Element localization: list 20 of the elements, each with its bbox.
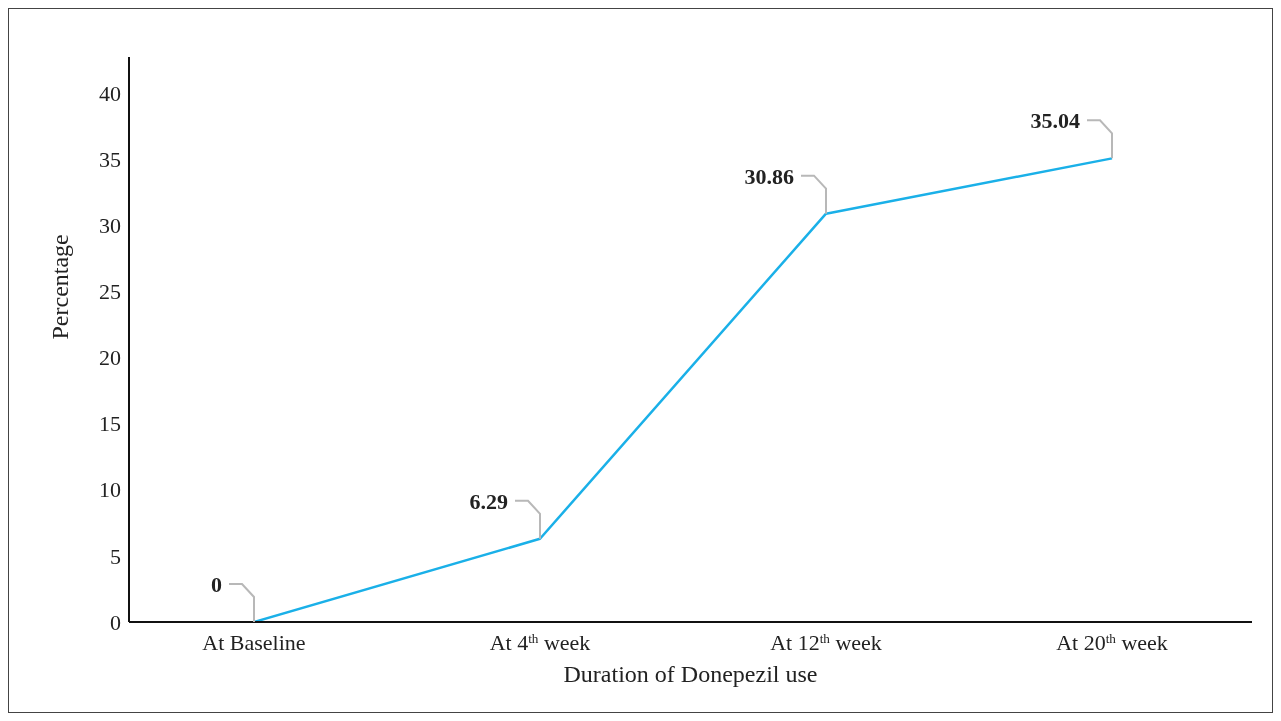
y-tick-label: 30 bbox=[99, 212, 121, 238]
y-tick-label: 35 bbox=[99, 146, 121, 172]
y-tick-label: 15 bbox=[99, 411, 121, 437]
x-axis-title: Duration of Donepezil use bbox=[563, 661, 818, 687]
y-tick-label: 25 bbox=[99, 279, 121, 305]
data-label: 6.29 bbox=[469, 488, 508, 514]
y-axis-title: Percentage bbox=[46, 234, 73, 340]
data-label: 0 bbox=[211, 572, 222, 597]
data-label: 35.04 bbox=[1030, 108, 1080, 134]
data-label: 30.86 bbox=[744, 163, 794, 189]
x-tick-label: At 20$^{th}$ week bbox=[1056, 630, 1168, 655]
x-tick-label: At 4$^{th}$ week bbox=[489, 630, 591, 655]
x-tick-label: At 12$^{th}$ week bbox=[770, 630, 882, 655]
y-tick-label: 0 bbox=[110, 609, 121, 635]
line-series bbox=[252, 157, 1114, 622]
y-tick-label: 40 bbox=[99, 80, 121, 106]
y-tick-label: 10 bbox=[99, 477, 121, 503]
y-tick-label: 5 bbox=[110, 543, 121, 569]
y-tick-label: 20 bbox=[99, 345, 121, 371]
x-tick-label: At Baseline bbox=[202, 630, 306, 655]
